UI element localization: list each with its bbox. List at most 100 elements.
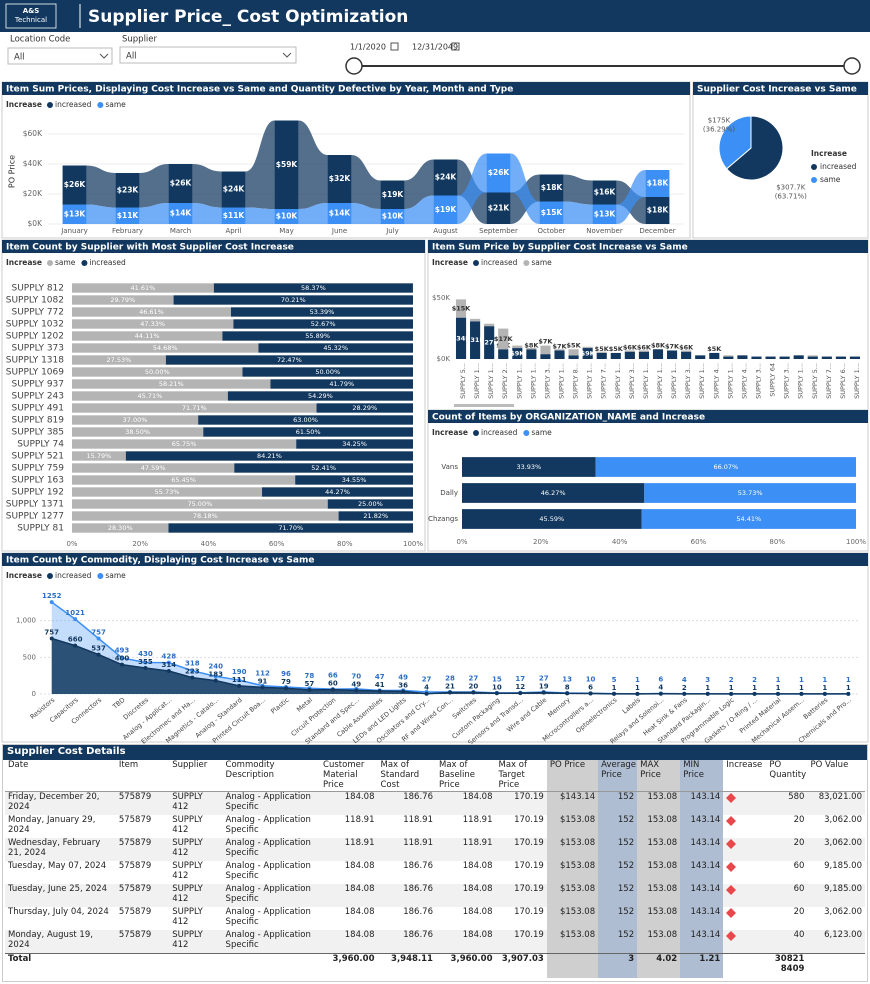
calendar-icon[interactable] bbox=[451, 42, 460, 51]
date-end[interactable]: 12/31/2049 bbox=[412, 43, 458, 52]
x-tick-label: SUPPLY 1... bbox=[487, 363, 495, 399]
column-header: Max of Standard Cost bbox=[377, 760, 436, 793]
bar-segment bbox=[270, 379, 413, 389]
legend-marker bbox=[97, 573, 104, 579]
y-tick-label: SUPPLY 1318 bbox=[6, 356, 65, 366]
data-label: $14K bbox=[329, 209, 352, 218]
table-cell: 184.08 bbox=[320, 930, 378, 954]
data-label: 4 bbox=[682, 676, 687, 684]
x-tick-label: SUPPLY 6... bbox=[839, 363, 847, 399]
panel-title-bar bbox=[693, 82, 868, 95]
column-header: Max of Baseline Price bbox=[435, 760, 496, 793]
data-label: 10 bbox=[586, 676, 596, 684]
y-tick-label: SUPPLY 74 bbox=[17, 440, 64, 450]
x-tick-label: 100% bbox=[403, 540, 423, 548]
column bbox=[645, 170, 670, 197]
x-tick-label: January bbox=[60, 227, 88, 235]
slider-handle[interactable] bbox=[843, 57, 861, 75]
calendar-icon[interactable] bbox=[390, 42, 399, 51]
x-tick-label: SUPPLY 1... bbox=[558, 363, 566, 399]
legend-label: same bbox=[820, 175, 841, 184]
panel-title-bar bbox=[428, 410, 868, 423]
bar-segment bbox=[470, 321, 481, 359]
data-label: 60 bbox=[328, 680, 338, 688]
data-label: 190 bbox=[232, 668, 247, 676]
x-tick-label: SUPPLY 7... bbox=[825, 363, 833, 399]
filter-value: All bbox=[126, 52, 137, 62]
scrollbar[interactable] bbox=[454, 404, 514, 407]
total-row: Total 3,960.00 3,948.11 3,960.00 3,907.03 3 4.… bbox=[5, 953, 865, 979]
data-label: 41 bbox=[375, 681, 385, 689]
table-cell: 152 bbox=[598, 930, 638, 954]
x-tick-label: 0% bbox=[456, 538, 467, 546]
bar-segment bbox=[737, 355, 748, 359]
table-cell: 153.08 bbox=[637, 815, 681, 839]
data-label: $27K bbox=[480, 339, 500, 347]
point bbox=[705, 691, 710, 696]
y-tick-label: SUPPLY 81 bbox=[17, 524, 64, 534]
data-label: $5K bbox=[609, 345, 624, 353]
data-label: 84.21% bbox=[257, 452, 282, 460]
data-label: $8K bbox=[524, 341, 539, 349]
point bbox=[424, 691, 429, 696]
data-label: 15.79% bbox=[87, 452, 112, 460]
x-tick-label: SUPPLY 2... bbox=[501, 363, 509, 399]
table-cell: $153.08 bbox=[546, 861, 599, 885]
ribbon bbox=[457, 153, 487, 224]
y-tick-label: SUPPLY 772 bbox=[11, 308, 64, 318]
bar-segment bbox=[484, 323, 495, 327]
point bbox=[96, 652, 101, 657]
data-label: $32K bbox=[329, 174, 352, 183]
x-tick-label: 40% bbox=[201, 540, 217, 548]
y-tick-label: $50K bbox=[432, 294, 450, 302]
bar-segment bbox=[72, 463, 235, 473]
x-tick-label: SUPPLY 4... bbox=[712, 363, 720, 399]
data-label: 45.71% bbox=[138, 392, 163, 400]
data-label: 1 bbox=[799, 676, 804, 684]
x-tick-label: SUPPLY 1... bbox=[529, 363, 537, 399]
table-title: Supplier Cost Details bbox=[3, 745, 867, 760]
point bbox=[799, 691, 804, 696]
slider-handle[interactable] bbox=[345, 57, 363, 75]
dropdown[interactable] bbox=[7, 47, 113, 65]
bar-segment bbox=[72, 355, 166, 365]
bar-segment bbox=[72, 499, 328, 509]
legend-label: increased bbox=[55, 571, 92, 580]
point bbox=[776, 691, 780, 696]
table-cell: 143.14 bbox=[680, 907, 724, 931]
table-row: Monday, January 29, 2024 575879 SUPPLY 412… bbox=[5, 815, 865, 839]
bar-segment bbox=[835, 356, 846, 359]
table-cell bbox=[169, 953, 223, 979]
data-label: $15K bbox=[541, 208, 564, 217]
table-cell bbox=[723, 815, 766, 838]
legend-marker bbox=[811, 164, 817, 170]
y-tick-label: $0K bbox=[28, 219, 44, 228]
pie-slice bbox=[725, 115, 784, 181]
y-tick-label: 0 bbox=[32, 690, 36, 698]
legend-marker bbox=[46, 260, 53, 266]
point bbox=[752, 691, 757, 696]
legend-label: increased bbox=[481, 428, 518, 437]
dropdown[interactable] bbox=[119, 46, 297, 64]
data-label: 12 bbox=[515, 683, 525, 691]
data-label: 41.61% bbox=[131, 284, 156, 292]
table-cell bbox=[546, 953, 599, 979]
data-label: $17K bbox=[494, 335, 514, 343]
table-cell: 152 bbox=[598, 815, 638, 839]
ribbon bbox=[192, 164, 222, 208]
details-table: Date Item Supplier Commodity Description Cus… bbox=[5, 760, 865, 979]
table-cell bbox=[723, 884, 767, 908]
table-cell: 170.19 bbox=[514, 815, 544, 826]
point bbox=[518, 691, 523, 696]
date-start[interactable]: 1/1/2020 bbox=[350, 43, 386, 52]
table-cell: Tuesday, May 07, 2024 bbox=[8, 861, 107, 872]
ribbon bbox=[563, 174, 593, 205]
table-cell: $153.08 bbox=[546, 884, 599, 908]
bar-segment bbox=[316, 403, 413, 413]
table-cell: 143.14 bbox=[680, 861, 724, 885]
bar-segment bbox=[125, 451, 413, 461]
data-label: 52.67% bbox=[311, 320, 336, 328]
table-cell: Tuesday, June 25, 2024 bbox=[5, 884, 116, 908]
bar-segment bbox=[72, 343, 259, 353]
table-cell: 3,948.11 bbox=[377, 953, 436, 979]
